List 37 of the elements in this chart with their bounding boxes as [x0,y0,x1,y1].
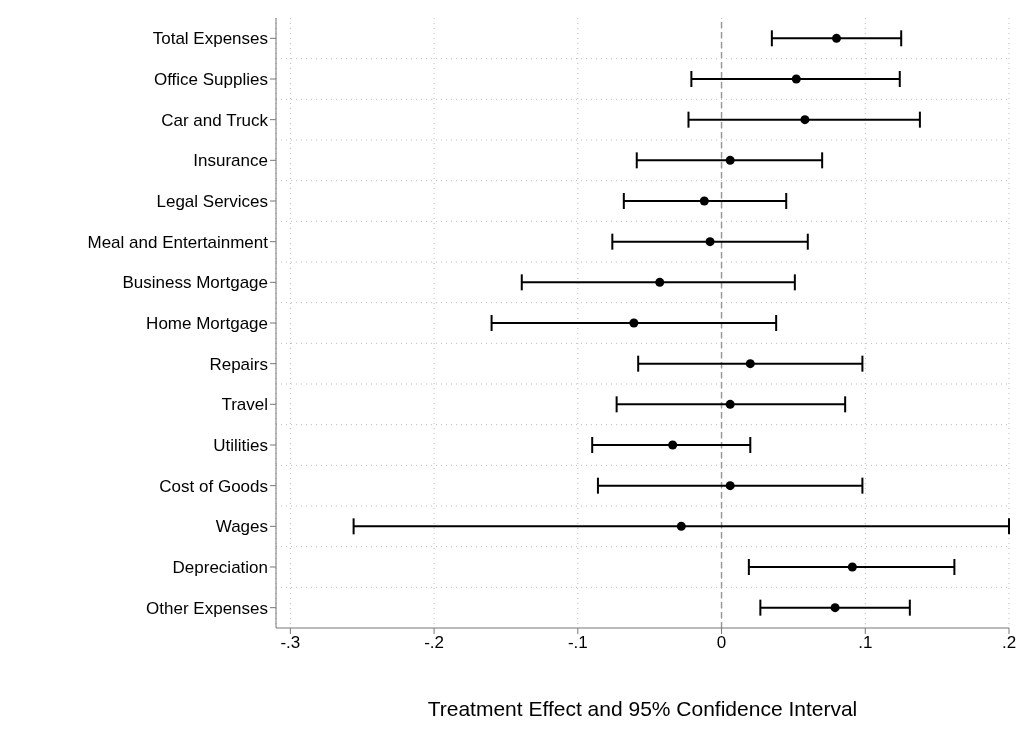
point [847,562,857,572]
x-tick-label: -.2 [424,633,445,653]
point [655,277,665,287]
point [830,603,840,613]
point [725,481,735,491]
x-axis-title: Treatment Effect and 95% Confidence Interval [427,697,858,720]
point [699,196,709,206]
y-tick-label: Business Mortgage [122,273,268,293]
y-tick-label: Car and Truck [161,110,269,130]
y-tick-label: Cost of Goods [159,476,268,496]
point [629,318,639,328]
x-tick-label: 0 [716,633,727,653]
y-tick-label: Travel [221,395,268,415]
y-tick-label: Legal Services [156,192,268,212]
x-tick-label: -.3 [280,633,301,653]
point [725,399,735,409]
point [676,521,686,531]
y-tick-label: Other Expenses [146,598,268,618]
y-tick-label: Utilities [213,436,268,456]
y-tick-label: Home Mortgage [146,314,268,334]
x-tick-label: .1 [858,633,873,653]
x-tick-label: -.1 [567,633,588,653]
y-tick-label: Insurance [193,151,268,171]
y-tick-label: Meal and Entertainment [87,232,269,252]
point [832,33,842,43]
y-tick-label: Repairs [209,354,268,374]
point [705,237,715,247]
y-tick-label: Total Expenses [152,29,268,49]
point [791,74,801,84]
y-tick-label: Depreciation [172,558,268,578]
point [800,115,810,125]
point [668,440,678,450]
x-tick-label: .2 [1001,633,1017,653]
y-tick-label: Office Supplies [153,70,268,90]
point [745,359,755,369]
point [725,155,735,165]
y-tick-label: Wages [215,517,268,537]
